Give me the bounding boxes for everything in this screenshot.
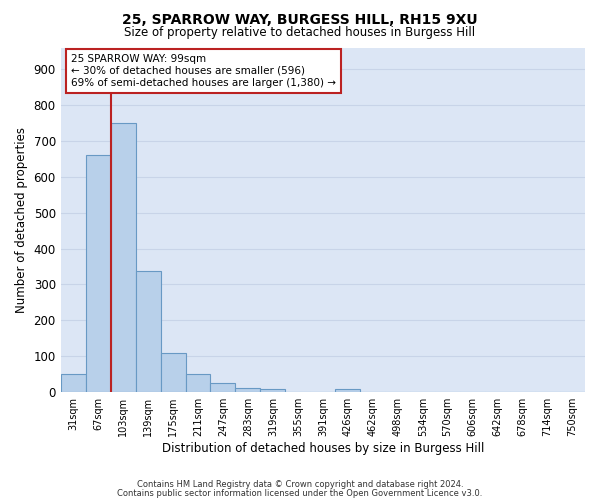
Text: Contains HM Land Registry data © Crown copyright and database right 2024.: Contains HM Land Registry data © Crown c…	[137, 480, 463, 489]
X-axis label: Distribution of detached houses by size in Burgess Hill: Distribution of detached houses by size …	[161, 442, 484, 455]
Text: 25, SPARROW WAY, BURGESS HILL, RH15 9XU: 25, SPARROW WAY, BURGESS HILL, RH15 9XU	[122, 12, 478, 26]
Bar	[110, 123, 136, 392]
Bar	[185, 374, 211, 392]
Bar	[211, 383, 235, 392]
Bar	[86, 154, 110, 392]
Y-axis label: Number of detached properties: Number of detached properties	[15, 127, 28, 313]
Text: Size of property relative to detached houses in Burgess Hill: Size of property relative to detached ho…	[124, 26, 476, 39]
Text: 25 SPARROW WAY: 99sqm
← 30% of detached houses are smaller (596)
69% of semi-det: 25 SPARROW WAY: 99sqm ← 30% of detached …	[71, 54, 336, 88]
Text: Contains public sector information licensed under the Open Government Licence v3: Contains public sector information licen…	[118, 488, 482, 498]
Bar	[61, 374, 86, 392]
Bar	[260, 388, 286, 392]
Bar	[335, 390, 360, 392]
Bar	[235, 388, 260, 392]
Bar	[161, 354, 185, 392]
Bar	[136, 271, 161, 392]
